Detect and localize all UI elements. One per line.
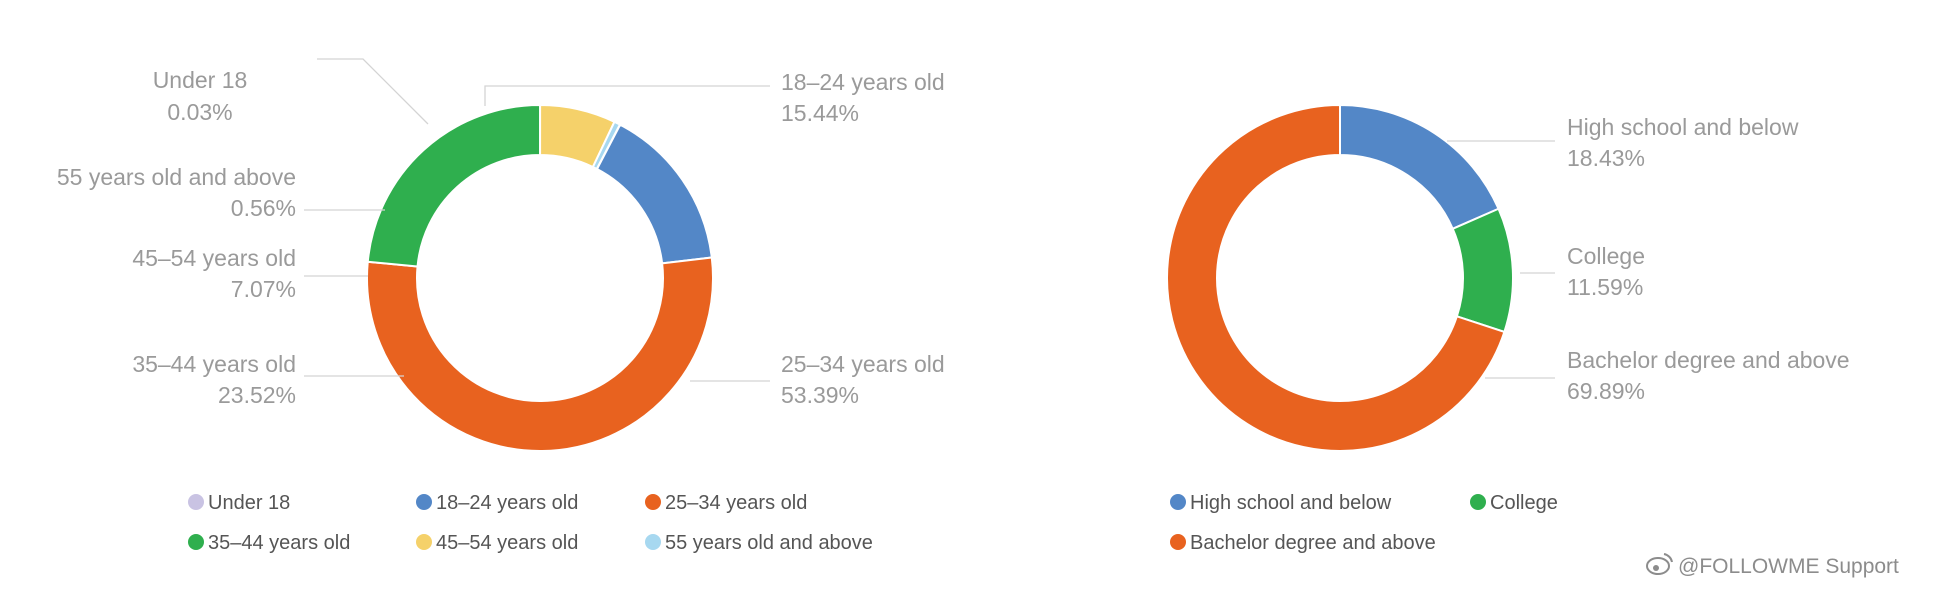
legend-label: High school and below [1190, 492, 1392, 514]
slice-percent-18-24-years-old: 15.44% [781, 100, 859, 126]
legend-swatch [1170, 534, 1186, 550]
legend-item-45-54-years-old[interactable]: 45–54 years old [416, 532, 578, 554]
slice-percent-35-44-years-old: 23.52% [218, 382, 296, 408]
legend-item-high-school-and-below[interactable]: High school and below [1170, 492, 1392, 514]
slice-label-bachelor-degree-and-above: Bachelor degree and above [1567, 347, 1850, 373]
slice-label-35-44-years-old: 35–44 years old [132, 351, 296, 377]
legend-item-bachelor-degree-and-above[interactable]: Bachelor degree and above [1170, 532, 1436, 554]
slice-percent-high-school-and-below: 18.43% [1567, 145, 1645, 171]
legend-label: Under 18 [208, 492, 290, 514]
legend-item-18-24-years-old[interactable]: 18–24 years old [416, 492, 578, 514]
legend-label: 25–34 years old [665, 492, 807, 514]
legend-item-under-18[interactable]: Under 18 [188, 492, 290, 514]
donut-chart-1: Under 18 0.03% 18–24 years old 15.44% 25–34 … [57, 58, 945, 452]
slice-label-18-24-years-old: 18–24 years old [781, 69, 945, 95]
legend-swatch [645, 494, 661, 510]
legend-label: 18–24 years old [436, 492, 578, 514]
donut-chart-2: High school and below 18.43% College 11.59%… [1165, 103, 1850, 452]
slice-55-years-old-and-above [591, 120, 622, 171]
watermark: @FOLLOWME Support [1646, 553, 1899, 578]
legend-swatch [188, 534, 204, 550]
leader-line-under-18 [317, 58, 429, 125]
slice-label-45-54-years-old: 45–54 years old [132, 245, 296, 271]
slice-percent-under-18: 0.03% [167, 99, 232, 125]
legend-swatch [188, 494, 204, 510]
slice-label-high-school-and-below: High school and below [1567, 114, 1799, 140]
legend-label: Bachelor degree and above [1190, 532, 1436, 554]
slice-percent-25-34-years-old: 53.39% [781, 382, 859, 408]
slice-label-55-years-old-and-above: 55 years old and above [57, 164, 296, 190]
watermark-text: @FOLLOWME Support [1678, 555, 1899, 578]
slice-35-44-years-old [366, 103, 542, 268]
legend-label: College [1490, 492, 1558, 514]
slice-high-school-and-below [1339, 103, 1500, 231]
slice-percent-college: 11.59% [1567, 274, 1643, 300]
slice-label-25-34-years-old: 25–34 years old [781, 351, 945, 377]
weibo-logo-icon [1646, 553, 1673, 575]
legend-label: 45–54 years old [436, 532, 578, 554]
legend-swatch [645, 534, 661, 550]
legend-swatch [416, 534, 432, 550]
slice-label-college: College [1567, 243, 1645, 269]
legend-label: 35–44 years old [208, 532, 350, 554]
slice-bachelor-degree-and-above [1165, 103, 1506, 452]
legend-swatch [1170, 494, 1186, 510]
legend-1: Under 18 18–24 years old 25–34 years old 35… [188, 492, 873, 554]
legend-item-55-years-old-and-above[interactable]: 55 years old and above [645, 532, 873, 554]
slice-percent-bachelor-degree-and-above: 69.89% [1567, 378, 1645, 404]
legend-2: High school and below College Bachelor deg… [1170, 492, 1558, 554]
legend-swatch [416, 494, 432, 510]
slice-label-under-18: Under 18 [153, 67, 248, 93]
slice-college [1451, 207, 1514, 334]
slice-25-34-years-old [366, 256, 714, 452]
legend-label: 55 years old and above [665, 532, 873, 554]
slice-percent-45-54-years-old: 7.07% [231, 276, 296, 302]
slice-percent-55-years-old-and-above: 0.56% [231, 195, 296, 221]
legend-item-college[interactable]: College [1470, 492, 1558, 514]
legend-swatch [1470, 494, 1486, 510]
slice-18-24-years-old [595, 123, 713, 265]
legend-item-35-44-years-old[interactable]: 35–44 years old [188, 532, 350, 554]
legend-item-25-34-years-old[interactable]: 25–34 years old [645, 492, 807, 514]
leader-line-18-24-years-old [484, 85, 770, 106]
